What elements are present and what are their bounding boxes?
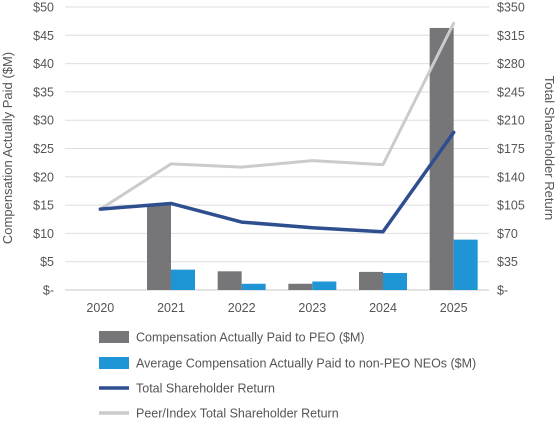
right-tick-label: $140 — [497, 170, 525, 184]
legend-label: Compensation Actually Paid to PEO ($M) — [136, 331, 365, 345]
left-tick-label: $5 — [40, 255, 54, 269]
x-tick-label: 2022 — [228, 301, 256, 315]
bar-peo — [217, 271, 242, 290]
lines — [98, 21, 456, 234]
bar-non-peo — [383, 273, 407, 290]
left-tick-label: $- — [43, 284, 54, 298]
right-tick-label: $210 — [497, 114, 525, 128]
bar-non-peo — [171, 269, 195, 290]
right-axis-label: Total Shareholder Return — [542, 76, 555, 221]
x-tick-label: 2021 — [157, 301, 185, 315]
right-tick-label: $35 — [497, 255, 518, 269]
legend: Compensation Actually Paid to PEO ($M) Av… — [99, 331, 476, 421]
bar-peo — [147, 203, 171, 290]
left-tick-label: $40 — [33, 57, 54, 71]
bar-non-peo — [453, 239, 478, 290]
right-tick-label: $350 — [497, 1, 525, 15]
legend-label: Average Compensation Actually Paid to no… — [136, 357, 476, 371]
bar-peo — [288, 283, 313, 290]
bar-non-peo — [312, 281, 337, 290]
left-tick-label: $45 — [33, 29, 54, 43]
bar-peo — [359, 271, 383, 290]
bars — [147, 27, 478, 291]
right-tick-label: $280 — [497, 57, 525, 71]
left-tick-label: $20 — [33, 170, 54, 184]
x-axis-ticks: 2020 2021 2022 2023 2024 2025 — [86, 301, 467, 315]
left-tick-label: $10 — [33, 227, 54, 241]
right-tick-label: $175 — [497, 142, 525, 156]
right-tick-label: $315 — [497, 29, 525, 43]
legend-label: Total Shareholder Return — [136, 382, 275, 396]
left-tick-label: $25 — [33, 142, 54, 156]
left-axis-label: Compensation Actually Paid ($M) — [0, 52, 15, 244]
right-tick-label: $105 — [497, 199, 525, 213]
x-tick-label: 2023 — [298, 301, 326, 315]
left-tick-label: $50 — [33, 1, 54, 15]
right-tick-label: $70 — [497, 227, 518, 241]
x-tick-label: 2020 — [86, 301, 114, 315]
legend-label: Peer/Index Total Shareholder Return — [136, 407, 339, 421]
left-tick-label: $15 — [33, 199, 54, 213]
left-tick-label: $35 — [33, 85, 54, 99]
left-axis-ticks: $- $5 $10 $15 $20 $25 $30 $35 $40 $45 $50 — [33, 1, 54, 298]
right-tick-label: $245 — [497, 85, 525, 99]
right-tick-label: $- — [497, 284, 508, 298]
legend-swatch — [99, 331, 129, 343]
x-tick-label: 2024 — [369, 301, 397, 315]
legend-swatch — [99, 357, 129, 369]
bar-non-peo — [241, 283, 266, 290]
line-tsr — [98, 130, 456, 234]
right-axis-ticks: $- $35 $70 $105 $140 $175 $210 $245 $280 $315 $350 — [497, 1, 525, 298]
line-peer-tsr — [98, 21, 456, 211]
x-tick-label: 2025 — [440, 301, 468, 315]
gridlines — [65, 6, 489, 291]
left-tick-label: $30 — [33, 114, 54, 128]
